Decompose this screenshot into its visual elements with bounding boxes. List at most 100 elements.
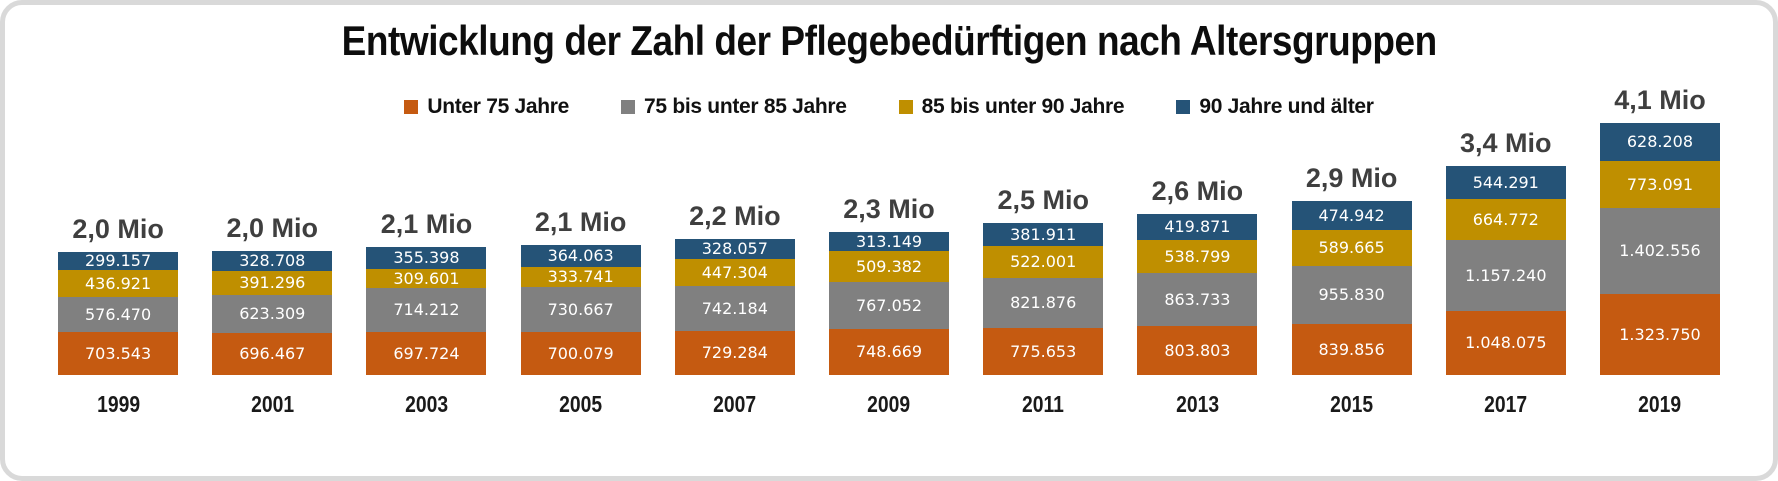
legend-swatch-75-to-85 xyxy=(621,100,636,114)
segment-value-90-plus: 544.291 xyxy=(1472,172,1539,192)
chart-area: 2,0 Mio 703.543 576.470 436.921 299.157 1999 2… xyxy=(41,5,1737,476)
legend-label-90-plus: 90 Jahre und älter xyxy=(1199,95,1374,118)
year-label-2001: 2001 xyxy=(250,391,294,417)
segment-value-under-75: 803.803 xyxy=(1164,340,1231,360)
chart-title-text: Entwicklung der Zahl der Pflegebedürftig… xyxy=(341,17,1437,64)
year-label-1999: 1999 xyxy=(96,391,140,417)
segment-value-85-to-90: 538.799 xyxy=(1164,246,1231,266)
bar-segment-under-75: 696.467 xyxy=(212,333,333,375)
bar-segment-75-to-85: 955.830 xyxy=(1291,266,1412,324)
year-label-2007: 2007 xyxy=(713,391,757,417)
bar-column-2011: 2,5 Mio 775.653 821.876 522.001 381.911 2011 xyxy=(966,5,1120,476)
bar-segment-under-75: 775.653 xyxy=(983,328,1104,375)
bar-stack-2015: 839.856 955.830 589.665 474.942 xyxy=(1291,201,1412,375)
year-label-2019: 2019 xyxy=(1638,391,1682,417)
bar-segment-85-to-90: 509.382 xyxy=(829,251,950,282)
segment-value-85-to-90: 509.382 xyxy=(855,256,923,276)
bar-segment-90-plus: 628.208 xyxy=(1599,123,1720,161)
bar-stack-2011: 775.653 821.876 522.001 381.911 xyxy=(983,223,1104,375)
year-box-1999: 1999 xyxy=(93,375,144,476)
segment-value-90-plus: 313.149 xyxy=(855,231,923,251)
bar-segment-under-75: 1.323.750 xyxy=(1599,294,1720,375)
segment-value-90-plus: 328.708 xyxy=(239,251,306,270)
bar-segment-75-to-85: 821.876 xyxy=(983,278,1104,328)
legend: Unter 75 Jahre 75 bis unter 85 Jahre 85 bi… xyxy=(5,95,1773,119)
bar-segment-75-to-85: 576.470 xyxy=(58,297,179,332)
legend-swatch-under-75 xyxy=(404,100,419,114)
bar-segment-under-75: 703.543 xyxy=(58,332,179,375)
segment-value-under-75: 748.669 xyxy=(855,342,923,361)
bar-segment-under-75: 839.856 xyxy=(1291,324,1412,375)
bar-stack-2007: 729.284 742.184 447.304 328.057 xyxy=(674,239,795,375)
segment-value-75-to-85: 714.212 xyxy=(393,300,460,319)
legend-item-75-to-85: 75 bis unter 85 Jahre xyxy=(621,95,847,119)
bar-segment-85-to-90: 447.304 xyxy=(674,259,795,286)
total-label-2011: 2,5 Mio xyxy=(997,185,1089,215)
segment-value-75-to-85: 863.733 xyxy=(1164,289,1231,309)
year-box-2017: 2017 xyxy=(1480,375,1531,476)
segment-value-90-plus: 474.942 xyxy=(1318,205,1385,225)
bar-segment-90-plus: 355.398 xyxy=(366,247,487,269)
bar-column-2007: 2,2 Mio 729.284 742.184 447.304 328.057 2007 xyxy=(658,5,812,476)
segment-value-75-to-85: 955.830 xyxy=(1318,285,1385,304)
segment-value-85-to-90: 664.772 xyxy=(1472,209,1539,229)
bar-segment-75-to-85: 730.667 xyxy=(520,287,641,332)
bar-segment-75-to-85: 623.309 xyxy=(212,295,333,333)
segment-value-under-75: 1.048.075 xyxy=(1465,333,1547,352)
segment-value-90-plus: 364.063 xyxy=(547,246,614,265)
legend-item-85-to-90: 85 bis unter 90 Jahre xyxy=(898,95,1125,119)
segment-value-85-to-90: 447.304 xyxy=(701,262,768,282)
bar-segment-90-plus: 544.291 xyxy=(1445,166,1566,199)
legend-item-under-75: Unter 75 Jahre xyxy=(404,95,569,119)
year-box-2019: 2019 xyxy=(1634,375,1685,476)
bar-segment-90-plus: 328.057 xyxy=(674,239,795,259)
segment-value-75-to-85: 742.184 xyxy=(701,298,768,318)
total-label-2015: 2,9 Mio xyxy=(1305,163,1398,193)
bar-stack-2017: 1.048.075 1.157.240 664.772 544.291 xyxy=(1445,166,1566,375)
segment-value-90-plus: 419.871 xyxy=(1164,217,1231,236)
segment-value-85-to-90: 436.921 xyxy=(85,273,152,293)
bar-segment-90-plus: 474.942 xyxy=(1291,201,1412,230)
legend-item-90-plus: 90 Jahre und älter xyxy=(1176,95,1374,119)
bar-segment-90-plus: 364.063 xyxy=(520,245,641,267)
bar-stack-1999: 703.543 576.470 436.921 299.157 xyxy=(58,252,179,375)
segment-value-under-75: 729.284 xyxy=(701,343,768,362)
segment-value-85-to-90: 309.601 xyxy=(393,268,460,288)
year-label-2015: 2015 xyxy=(1330,391,1374,417)
bar-segment-75-to-85: 742.184 xyxy=(674,286,795,331)
year-box-2001: 2001 xyxy=(247,375,298,476)
segment-value-75-to-85: 821.876 xyxy=(1010,293,1077,312)
bar-segment-85-to-90: 391.296 xyxy=(212,271,333,295)
bar-segment-85-to-90: 436.921 xyxy=(58,270,179,297)
bar-column-2015: 2,9 Mio 839.856 955.830 589.665 474.942 2015 xyxy=(1275,5,1429,476)
segment-value-85-to-90: 522.001 xyxy=(1010,252,1077,271)
segment-value-75-to-85: 576.470 xyxy=(85,304,152,324)
segment-value-75-to-85: 767.052 xyxy=(855,295,923,315)
bar-column-2019: 4,1 Mio 1.323.750 1.402.556 773.091 628.208 2… xyxy=(1583,5,1737,476)
year-box-2003: 2003 xyxy=(401,375,452,476)
segment-value-75-to-85: 730.667 xyxy=(547,299,614,319)
bar-stack-2009: 748.669 767.052 509.382 313.149 xyxy=(829,231,950,375)
segment-value-75-to-85: 1.402.556 xyxy=(1619,241,1701,260)
bar-segment-85-to-90: 664.772 xyxy=(1445,199,1566,240)
bar-segment-75-to-85: 1.157.240 xyxy=(1445,240,1566,311)
year-label-2005: 2005 xyxy=(559,391,603,417)
bar-segment-85-to-90: 522.001 xyxy=(983,246,1104,278)
legend-label-85-to-90: 85 bis unter 90 Jahre xyxy=(921,95,1125,118)
bar-column-2003: 2,1 Mio 697.724 714.212 309.601 355.398 2003 xyxy=(349,5,503,476)
bar-segment-under-75: 729.284 xyxy=(674,331,795,375)
segment-value-85-to-90: 391.296 xyxy=(239,273,306,292)
bar-segment-90-plus: 381.911 xyxy=(983,223,1104,246)
bar-segment-85-to-90: 333.741 xyxy=(520,267,641,287)
segment-value-90-plus: 381.911 xyxy=(1010,224,1077,244)
bar-stack-2001: 696.467 623.309 391.296 328.708 xyxy=(212,251,333,375)
bar-column-2009: 2,3 Mio 748.669 767.052 509.382 313.149 2009 xyxy=(812,5,966,476)
bar-segment-75-to-85: 863.733 xyxy=(1137,273,1258,326)
total-label-2007: 2,2 Mio xyxy=(689,201,781,231)
bar-column-2005: 2,1 Mio 700.079 730.667 333.741 364.063 2005 xyxy=(504,5,658,476)
chart-title: Entwicklung der Zahl der Pflegebedürftig… xyxy=(5,17,1773,65)
bar-segment-under-75: 700.079 xyxy=(520,332,641,375)
bar-segment-under-75: 1.048.075 xyxy=(1445,311,1566,375)
bar-segment-75-to-85: 1.402.556 xyxy=(1599,208,1720,294)
